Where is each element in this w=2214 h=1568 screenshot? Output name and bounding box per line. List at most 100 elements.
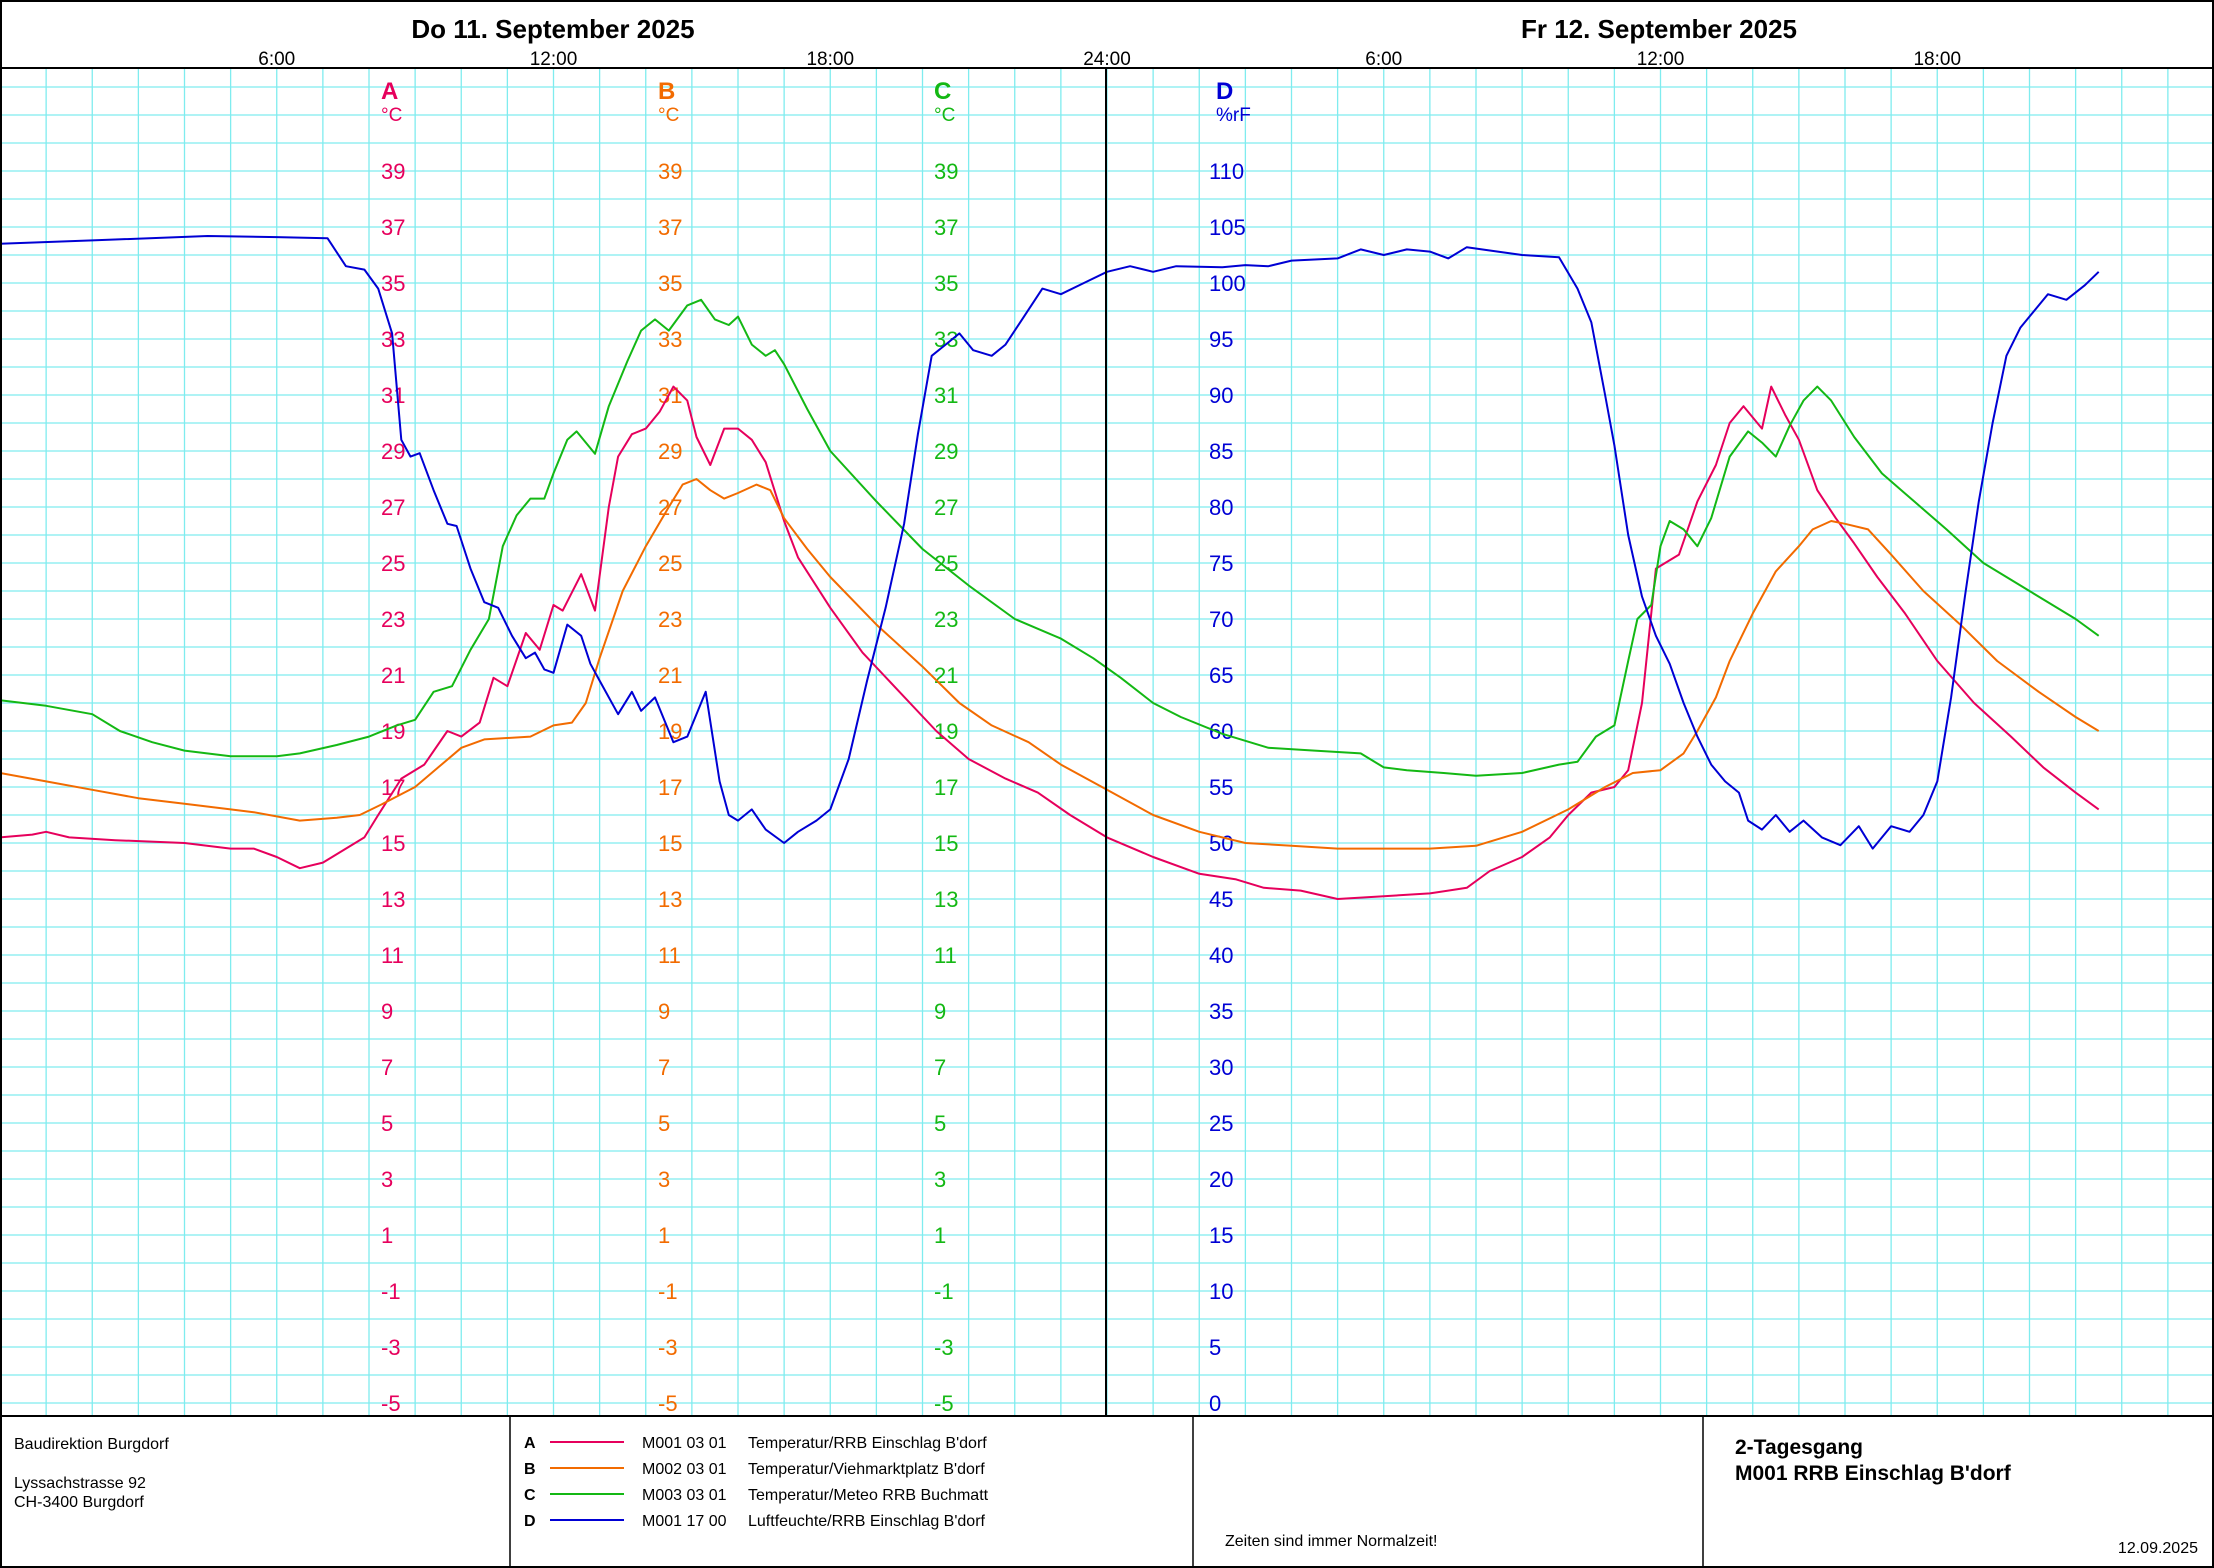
axis-letter-a: A xyxy=(381,78,398,105)
axis-tick-c: -3 xyxy=(934,1335,954,1360)
axis-tick-a: 37 xyxy=(381,215,405,240)
hour-tick-label: 18:00 xyxy=(1913,49,1961,70)
axis-tick-b: 39 xyxy=(658,159,682,184)
axis-tick-c: 3 xyxy=(934,1167,946,1192)
axis-tick-a: 21 xyxy=(381,663,405,688)
series-line-b xyxy=(0,478,2100,850)
axis-tick-a: 19 xyxy=(381,719,405,744)
hour-tick-label: 18:00 xyxy=(806,49,854,70)
org-city: CH-3400 Burgdorf xyxy=(14,1494,144,1511)
legend-code-c: M003 03 01 xyxy=(642,1487,727,1504)
axis-tick-c: 5 xyxy=(934,1111,946,1136)
axis-tick-b: 3 xyxy=(658,1167,670,1192)
axis-unit-c: °C xyxy=(934,105,955,126)
axis-tick-c: 33 xyxy=(934,327,958,352)
axis-tick-d: 75 xyxy=(1209,551,1233,576)
legend-letter-b: B xyxy=(524,1461,536,1478)
axis-letter-c: C xyxy=(934,78,951,105)
legend-name-b: Temperatur/Viehmarktplatz B'dorf xyxy=(748,1461,985,1478)
axis-unit-a: °C xyxy=(381,105,402,126)
axis-tick-a: 9 xyxy=(381,999,393,1024)
series-lines xyxy=(0,235,2100,900)
legend-code-d: M001 17 00 xyxy=(642,1513,727,1530)
axis-tick-c: 1 xyxy=(934,1223,946,1248)
axis-tick-c: 17 xyxy=(934,775,958,800)
axis-tick-c: 29 xyxy=(934,439,958,464)
axis-tick-a: 3 xyxy=(381,1167,393,1192)
axis-tick-c: 13 xyxy=(934,887,958,912)
legend-name-c: Temperatur/Meteo RRB Buchmatt xyxy=(748,1487,989,1504)
axis-tick-d: 80 xyxy=(1209,495,1233,520)
axis-labels: A°C39373533312927252321191715131197531-1… xyxy=(381,78,1251,1416)
axis-tick-c: 7 xyxy=(934,1055,946,1080)
axis-tick-b: 37 xyxy=(658,215,682,240)
axis-tick-b: 7 xyxy=(658,1055,670,1080)
axis-letter-b: B xyxy=(658,78,675,105)
legend-letter-a: A xyxy=(524,1435,536,1452)
axis-tick-a: -1 xyxy=(381,1279,401,1304)
axis-tick-b: 23 xyxy=(658,607,682,632)
axis-tick-d: 105 xyxy=(1209,215,1246,240)
axis-tick-c: 21 xyxy=(934,663,958,688)
axis-tick-c: 9 xyxy=(934,999,946,1024)
axis-tick-d: 95 xyxy=(1209,327,1233,352)
axis-tick-d: 30 xyxy=(1209,1055,1233,1080)
axis-tick-a: 15 xyxy=(381,831,405,856)
axis-tick-d: 45 xyxy=(1209,887,1233,912)
series-line-d xyxy=(0,235,2100,850)
hour-tick-label: 6:00 xyxy=(258,49,295,70)
axis-tick-b: 17 xyxy=(658,775,682,800)
day-title-2: Fr 12. September 2025 xyxy=(1521,14,1797,44)
axis-tick-c: 11 xyxy=(934,943,957,968)
axis-tick-d: 55 xyxy=(1209,775,1233,800)
axis-tick-a: 5 xyxy=(381,1111,393,1136)
axis-tick-c: -5 xyxy=(934,1391,954,1416)
series-line-a xyxy=(0,385,2100,900)
axis-tick-b: 11 xyxy=(658,943,681,968)
axis-tick-d: 90 xyxy=(1209,383,1233,408)
axis-tick-a: 31 xyxy=(381,383,405,408)
axis-tick-d: 65 xyxy=(1209,663,1233,688)
axis-tick-b: 33 xyxy=(658,327,682,352)
axis-tick-d: 5 xyxy=(1209,1335,1221,1360)
axis-tick-b: 21 xyxy=(658,663,682,688)
axis-tick-d: 60 xyxy=(1209,719,1233,744)
legend-letter-d: D xyxy=(524,1513,536,1530)
axis-tick-c: 31 xyxy=(934,383,958,408)
axis-tick-d: 20 xyxy=(1209,1167,1233,1192)
axis-tick-a: 13 xyxy=(381,887,405,912)
axis-tick-b: -5 xyxy=(658,1391,678,1416)
axis-tick-b: 13 xyxy=(658,887,682,912)
axis-tick-d: 25 xyxy=(1209,1111,1233,1136)
legend: A M001 03 01 Temperatur/RRB Einschlag B'do… xyxy=(524,1435,989,1530)
axis-tick-a: 23 xyxy=(381,607,405,632)
legend-code-a: M001 03 01 xyxy=(642,1435,727,1452)
axis-tick-b: 9 xyxy=(658,999,670,1024)
report-subtitle: M001 RRB Einschlag B'dorf xyxy=(1735,1462,2012,1485)
day-title-1: Do 11. September 2025 xyxy=(411,14,694,44)
axis-tick-b: 5 xyxy=(658,1111,670,1136)
axis-tick-a: 7 xyxy=(381,1055,393,1080)
axis-tick-b: 35 xyxy=(658,271,682,296)
org-name: Baudirektion Burgdorf xyxy=(14,1436,169,1453)
axis-tick-c: 35 xyxy=(934,271,958,296)
axis-tick-b: 31 xyxy=(658,383,682,408)
axis-tick-d: 40 xyxy=(1209,943,1233,968)
axis-tick-b: 29 xyxy=(658,439,682,464)
hour-tick-label: 12:00 xyxy=(1637,49,1685,70)
axis-tick-b: 25 xyxy=(658,551,682,576)
org-street: Lyssachstrasse 92 xyxy=(14,1475,146,1492)
time-note: Zeiten sind immer Normalzeit! xyxy=(1225,1533,1438,1550)
axis-tick-d: 110 xyxy=(1209,159,1244,184)
axis-unit-b: °C xyxy=(658,105,679,126)
axis-tick-a: 29 xyxy=(381,439,405,464)
report-title: 2-Tagesgang xyxy=(1735,1436,1863,1459)
axis-tick-c: 39 xyxy=(934,159,958,184)
axis-tick-c: 27 xyxy=(934,495,958,520)
axis-tick-d: 10 xyxy=(1209,1279,1233,1304)
legend-name-d: Luftfeuchte/RRB Einschlag B'dorf xyxy=(748,1513,986,1530)
axis-tick-b: -3 xyxy=(658,1335,678,1360)
axis-tick-c: 15 xyxy=(934,831,958,856)
